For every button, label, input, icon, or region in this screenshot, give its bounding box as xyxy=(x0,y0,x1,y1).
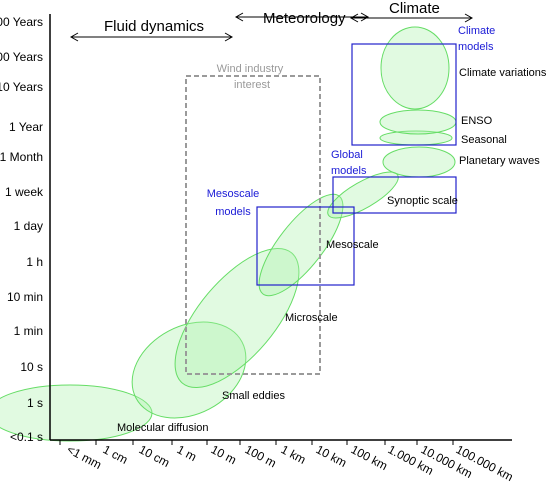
mesoscale-models-box xyxy=(256,206,355,286)
fluid-dynamics-label: Fluid dynamics xyxy=(104,18,204,35)
x-tick-label: 10 km xyxy=(314,442,349,470)
synoptic-scale-label: Synoptic scale xyxy=(387,195,458,207)
x-tick-label: <1 mm xyxy=(65,442,104,472)
meteorology-label: Meteorology xyxy=(263,10,346,27)
y-tick-label: 1 min xyxy=(14,324,43,338)
molecular-diffusion-label: Molecular diffusion xyxy=(117,422,209,434)
wind-industry-label-1: Wind industry xyxy=(217,63,284,75)
microscale-label: Microscale xyxy=(285,312,338,324)
meteorology-arrow xyxy=(234,12,370,22)
mesoscale-models-label-2: models xyxy=(215,206,251,218)
y-tick-label: 10 Years xyxy=(0,80,43,94)
y-tick-label: 100 Years xyxy=(0,50,43,64)
planetary-waves-label: Planetary waves xyxy=(459,155,540,167)
fluid-dynamics-arrow xyxy=(69,32,234,42)
wind-industry-label-2: interest xyxy=(234,79,270,91)
mesoscale-label: Mesoscale xyxy=(326,239,379,251)
climate-variations-ellipse xyxy=(380,26,450,110)
microscale-ellipse xyxy=(174,247,300,389)
x-tick-label: 1 m xyxy=(175,442,199,464)
y-tick-label: 10 min xyxy=(7,290,43,304)
x-tick-label: 1 cm xyxy=(101,442,131,467)
global-models-box xyxy=(332,176,457,214)
global-models-label-1: Global xyxy=(331,149,363,161)
x-tick-label: 1 km xyxy=(279,442,309,467)
climate-arrow xyxy=(349,13,474,23)
climate-models-box xyxy=(351,43,457,146)
climate-label: Climate xyxy=(389,0,440,17)
enso-ellipse xyxy=(379,109,457,135)
x-tick-label: 10 cm xyxy=(137,442,172,470)
planetary-waves-ellipse xyxy=(382,146,456,178)
mesoscale-models-label-1: Mesoscale xyxy=(207,188,260,200)
wind-industry-box xyxy=(185,75,321,375)
x-tick-label: 10 m xyxy=(209,442,239,467)
x-tick-label: 100 km xyxy=(349,442,390,473)
y-tick-label: 1 Month xyxy=(0,150,43,164)
small-eddies-ellipse xyxy=(131,321,247,419)
y-tick-label: 1 day xyxy=(14,219,43,233)
enso-label: ENSO xyxy=(461,115,493,127)
y-tick-label: 1000 Years xyxy=(0,15,43,29)
climate-models-label-1: Climate xyxy=(458,25,495,37)
y-tick-label: 1 h xyxy=(26,255,43,269)
x-ticks xyxy=(59,440,454,445)
y-tick-label: 1 Year xyxy=(9,120,43,134)
global-models-label-2: models xyxy=(331,165,367,177)
climate-variations-label: Climate variations xyxy=(459,67,547,79)
climate-models-label-2: models xyxy=(458,41,494,53)
seasonal-label: Seasonal xyxy=(461,134,507,146)
y-tick-label: 1 week xyxy=(5,185,44,199)
y-tick-label: <0.1 s xyxy=(10,430,43,444)
small-eddies-label: Small eddies xyxy=(222,390,285,402)
x-tick-label: 100 m xyxy=(243,442,279,470)
y-tick-label: 1 s xyxy=(27,396,43,410)
y-tick-label: 10 s xyxy=(20,360,43,374)
